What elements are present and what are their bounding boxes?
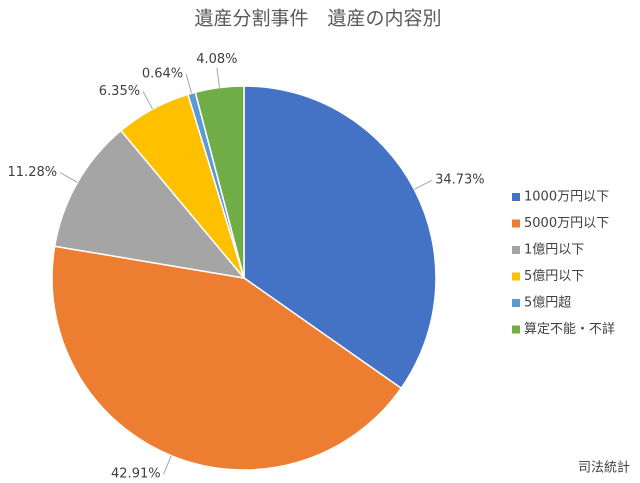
leader-line: [142, 91, 154, 110]
pie-slice: [194, 85, 245, 279]
data-label: 11.28%: [8, 165, 58, 180]
legend-swatch: [512, 246, 520, 254]
legend-label: 5億円以下: [524, 268, 584, 284]
pie-slice: [243, 85, 437, 390]
data-label: 42.91%: [111, 467, 161, 482]
legend-label: 1000万円以下: [524, 190, 609, 205]
legend-swatch: [512, 193, 520, 201]
data-label: 34.73%: [435, 173, 485, 188]
leader-line: [163, 455, 172, 475]
data-label: 6.35%: [99, 84, 140, 99]
leader-line: [59, 172, 78, 183]
pie-slice: [53, 129, 246, 280]
legend-label: 1億円以下: [524, 242, 584, 258]
legend-swatch: [512, 272, 520, 281]
leader-line: [414, 179, 433, 190]
data-label: 0.64%: [142, 67, 183, 82]
chart-title: 遺産分割事件 遺産の内容別: [194, 8, 441, 30]
legend-swatch: [512, 325, 520, 334]
legend-label: 5億円超: [524, 295, 571, 311]
source-note: 司法統計: [578, 460, 630, 476]
legend-label: 算定不能・不詳: [524, 321, 615, 337]
legend-swatch: [512, 299, 520, 307]
data-label: 4.08%: [196, 52, 237, 67]
pie-slice: [51, 245, 403, 471]
legend-swatch: [512, 219, 520, 228]
legend-label: 5000万円以下: [524, 216, 609, 231]
leader-line: [185, 73, 193, 94]
leader-line: [216, 67, 220, 88]
